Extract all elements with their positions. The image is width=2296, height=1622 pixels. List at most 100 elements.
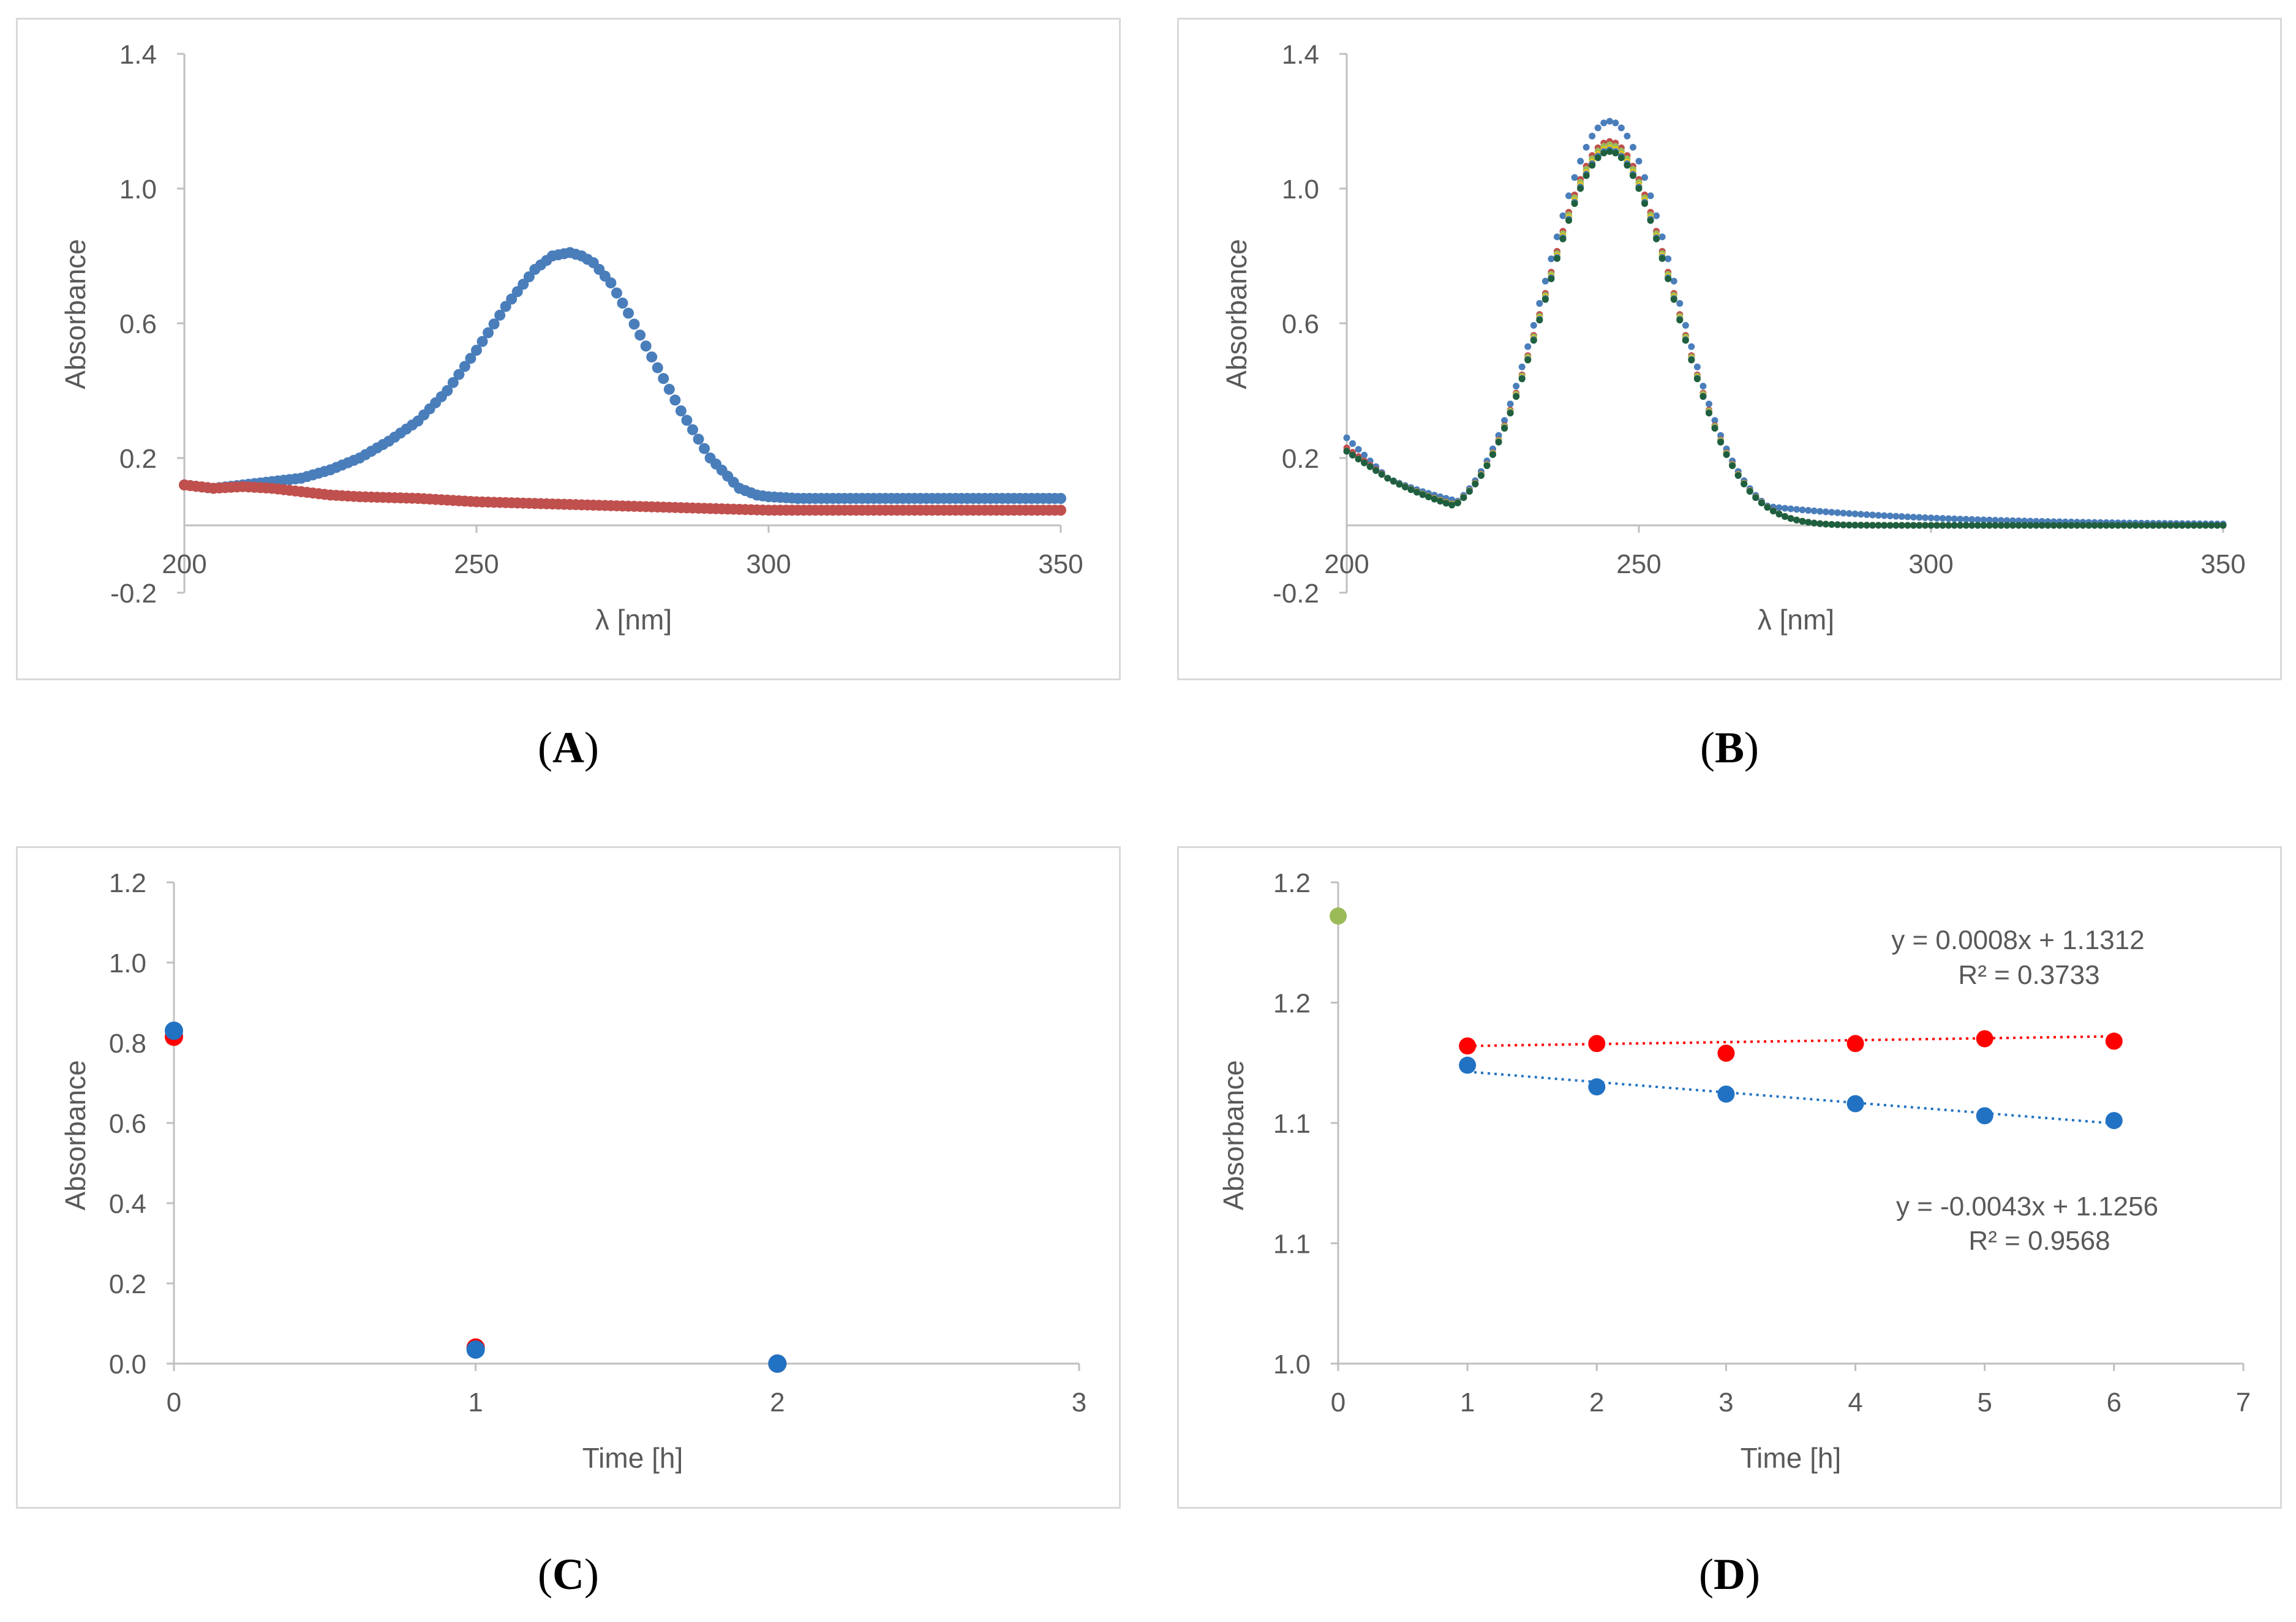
data-point xyxy=(1407,486,1415,494)
data-point xyxy=(1851,510,1859,517)
data-point xyxy=(2027,522,2034,529)
data-point xyxy=(1976,1107,1993,1125)
data-point xyxy=(1892,513,1900,520)
x-tick-label: 300 xyxy=(746,549,791,579)
y-tick-label: 1.0 xyxy=(1273,1350,1311,1380)
data-point xyxy=(1845,521,1853,528)
data-point xyxy=(1939,522,1946,529)
data-point xyxy=(1711,417,1718,424)
data-point xyxy=(1992,522,1999,529)
y-tick-label: -0.2 xyxy=(110,579,157,609)
data-point xyxy=(1775,504,1783,511)
data-point xyxy=(1705,410,1712,417)
data-point xyxy=(1682,321,1689,329)
data-point xyxy=(1921,514,1929,521)
y-tick-label: 1.1 xyxy=(1273,1109,1311,1139)
y-tick-label: 1.1 xyxy=(1273,1230,1311,1260)
data-point xyxy=(1343,434,1350,441)
data-point xyxy=(1571,174,1578,181)
data-point xyxy=(1583,144,1590,151)
data-point xyxy=(1437,498,1444,505)
data-point xyxy=(1951,522,1958,529)
data-point xyxy=(1816,508,1824,515)
series-series-red xyxy=(165,1027,787,1373)
y-axis-title: Absorbance xyxy=(1221,239,1252,389)
data-point xyxy=(699,443,710,454)
data-point xyxy=(1910,514,1917,521)
data-point xyxy=(1717,1045,1735,1062)
data-point xyxy=(1507,410,1514,417)
data-point xyxy=(1624,162,1631,169)
data-point xyxy=(1799,506,1806,514)
data-point xyxy=(1589,162,1596,169)
data-point xyxy=(1401,483,1409,490)
data-point xyxy=(2074,522,2080,529)
data-point xyxy=(1571,200,1578,207)
series-series-1 xyxy=(1343,118,2227,528)
data-point xyxy=(1629,144,1636,151)
x-tick-label: 5 xyxy=(1977,1387,1992,1417)
data-point xyxy=(1939,515,1946,522)
data-point xyxy=(2120,522,2128,529)
data-point xyxy=(663,383,675,395)
data-point xyxy=(1793,506,1801,513)
y-tick-label: 0.2 xyxy=(109,1269,146,1299)
y-tick-label: 0.2 xyxy=(1282,444,1319,474)
data-point xyxy=(1361,451,1368,459)
data-point xyxy=(640,340,652,352)
data-point xyxy=(1641,200,1649,207)
data-point xyxy=(1548,255,1555,263)
data-point xyxy=(1606,118,1613,125)
data-point xyxy=(1472,480,1479,487)
data-point xyxy=(675,405,687,416)
data-point xyxy=(1976,1030,1993,1048)
chart-b-svg: -0.2 0.2 0.6 1.0 1.4 200 250 300 350 λ [nm] Absorb… xyxy=(1221,40,2246,636)
data-point xyxy=(1962,516,1970,523)
data-point xyxy=(1594,154,1602,162)
data-point xyxy=(2038,522,2046,529)
data-point xyxy=(1729,462,1736,470)
x-tick-label: 2 xyxy=(1589,1387,1604,1417)
data-point xyxy=(1985,522,1993,529)
data-point xyxy=(1775,511,1783,518)
x-tick-label: 2 xyxy=(770,1387,785,1417)
data-point xyxy=(1384,475,1391,482)
data-point xyxy=(1413,489,1420,496)
y-tick-label: 0.0 xyxy=(109,1350,146,1380)
data-point xyxy=(1822,520,1829,528)
data-point xyxy=(1921,522,1929,529)
y-tick-label: 0.8 xyxy=(109,1029,146,1059)
data-point xyxy=(523,271,535,283)
data-point xyxy=(1396,481,1403,488)
data-point xyxy=(1343,448,1350,455)
data-point xyxy=(1787,505,1794,513)
data-point xyxy=(2132,522,2139,529)
data-point xyxy=(1951,515,1958,522)
x-tick-label: 4 xyxy=(1848,1387,1862,1417)
data-point xyxy=(2109,522,2116,529)
x-tick-label: 350 xyxy=(2200,549,2245,579)
data-point xyxy=(2126,522,2133,529)
data-point xyxy=(1349,440,1357,447)
data-point xyxy=(2173,522,2180,529)
data-point xyxy=(1916,514,1923,521)
x-axis-title: λ [nm] xyxy=(1758,604,1834,636)
data-point xyxy=(1670,296,1677,303)
series-series-blue xyxy=(165,1021,787,1373)
data-point xyxy=(1734,472,1742,479)
data-point xyxy=(1793,516,1801,524)
data-point xyxy=(1910,522,1917,529)
data-point xyxy=(1366,463,1374,470)
series-series-5 xyxy=(1343,146,2227,529)
data-point xyxy=(669,394,681,406)
data-point xyxy=(1898,522,1905,529)
data-point xyxy=(1846,1035,1864,1053)
x-axis-title: Time [h] xyxy=(1741,1442,1841,1474)
data-point xyxy=(1676,300,1684,307)
data-point xyxy=(1782,505,1788,512)
x-tick-label: 1 xyxy=(468,1387,483,1417)
data-point xyxy=(1536,300,1543,307)
data-point xyxy=(1372,467,1380,474)
data-point xyxy=(1665,275,1672,282)
data-point xyxy=(1828,521,1835,528)
